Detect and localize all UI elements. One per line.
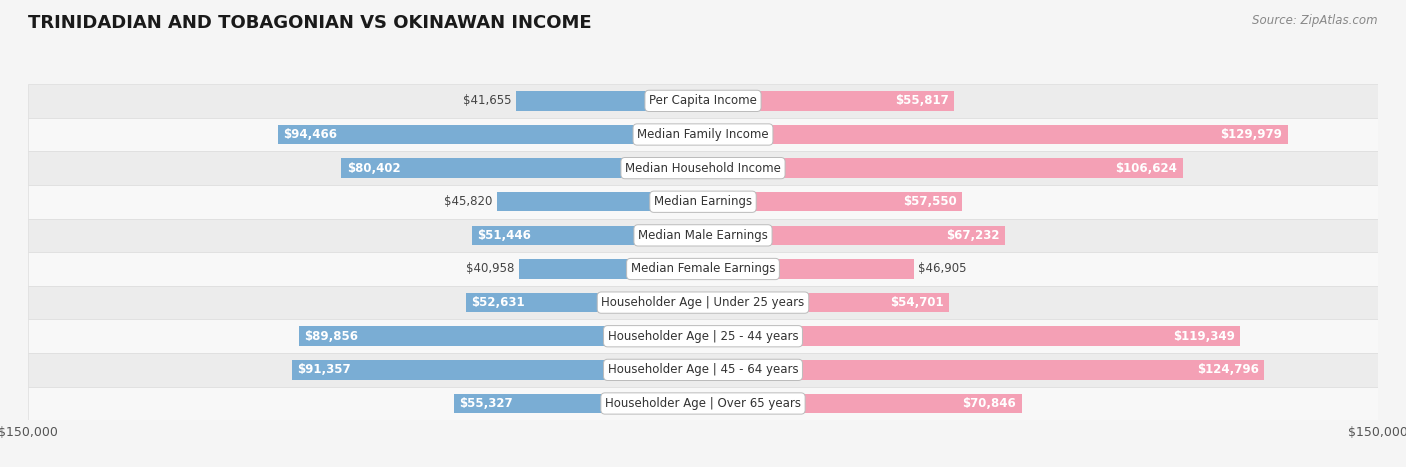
Text: Per Capita Income: Per Capita Income (650, 94, 756, 107)
Text: Householder Age | Over 65 years: Householder Age | Over 65 years (605, 397, 801, 410)
Bar (703, 192, 962, 212)
Bar (278, 125, 703, 144)
Bar (298, 326, 703, 346)
Text: $124,796: $124,796 (1197, 363, 1260, 376)
FancyBboxPatch shape (28, 353, 1378, 387)
FancyBboxPatch shape (28, 387, 1378, 420)
Text: Householder Age | 25 - 44 years: Householder Age | 25 - 44 years (607, 330, 799, 343)
FancyBboxPatch shape (28, 219, 1378, 252)
Bar (703, 226, 1005, 245)
Text: $67,232: $67,232 (946, 229, 1000, 242)
FancyBboxPatch shape (28, 286, 1378, 319)
Text: $89,856: $89,856 (304, 330, 359, 343)
Bar (703, 259, 914, 279)
Text: Householder Age | Under 25 years: Householder Age | Under 25 years (602, 296, 804, 309)
Text: $55,327: $55,327 (460, 397, 513, 410)
Bar (292, 360, 703, 380)
FancyBboxPatch shape (28, 118, 1378, 151)
Text: $106,624: $106,624 (1115, 162, 1177, 175)
Text: $52,631: $52,631 (471, 296, 526, 309)
Bar (471, 226, 703, 245)
Text: $55,817: $55,817 (896, 94, 949, 107)
Text: Median Earnings: Median Earnings (654, 195, 752, 208)
Text: Householder Age | 45 - 64 years: Householder Age | 45 - 64 years (607, 363, 799, 376)
Text: $51,446: $51,446 (477, 229, 531, 242)
Text: Source: ZipAtlas.com: Source: ZipAtlas.com (1253, 14, 1378, 27)
Text: Median Household Income: Median Household Income (626, 162, 780, 175)
Bar (342, 158, 703, 178)
Bar (467, 293, 703, 312)
Text: $45,820: $45,820 (444, 195, 492, 208)
Text: $70,846: $70,846 (963, 397, 1017, 410)
Text: Median Male Earnings: Median Male Earnings (638, 229, 768, 242)
Text: $91,357: $91,357 (297, 363, 352, 376)
FancyBboxPatch shape (28, 252, 1378, 286)
Bar (703, 360, 1264, 380)
Text: $80,402: $80,402 (347, 162, 401, 175)
Bar (703, 394, 1022, 413)
Bar (703, 125, 1288, 144)
Text: TRINIDADIAN AND TOBAGONIAN VS OKINAWAN INCOME: TRINIDADIAN AND TOBAGONIAN VS OKINAWAN I… (28, 14, 592, 32)
Text: $40,958: $40,958 (467, 262, 515, 276)
Text: $46,905: $46,905 (918, 262, 966, 276)
Bar (516, 91, 703, 111)
FancyBboxPatch shape (28, 319, 1378, 353)
Text: Median Family Income: Median Family Income (637, 128, 769, 141)
FancyBboxPatch shape (28, 84, 1378, 118)
Text: $94,466: $94,466 (284, 128, 337, 141)
Text: $41,655: $41,655 (463, 94, 512, 107)
Text: $57,550: $57,550 (903, 195, 956, 208)
Bar (703, 158, 1182, 178)
Bar (519, 259, 703, 279)
Bar (703, 91, 955, 111)
Text: $119,349: $119,349 (1173, 330, 1234, 343)
Text: Median Female Earnings: Median Female Earnings (631, 262, 775, 276)
Bar (454, 394, 703, 413)
Text: $129,979: $129,979 (1220, 128, 1282, 141)
Legend: Trinidadian and Tobagonian, Okinawan: Trinidadian and Tobagonian, Okinawan (550, 465, 856, 467)
FancyBboxPatch shape (28, 151, 1378, 185)
Text: $54,701: $54,701 (890, 296, 943, 309)
Bar (703, 293, 949, 312)
Bar (703, 326, 1240, 346)
FancyBboxPatch shape (28, 185, 1378, 219)
Bar (496, 192, 703, 212)
